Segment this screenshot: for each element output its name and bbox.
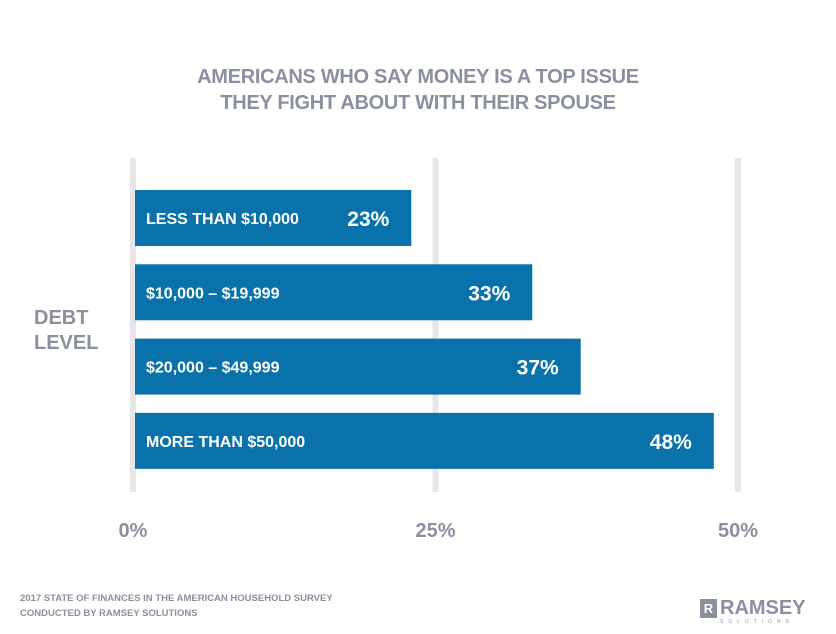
y-axis-label-line-2: LEVEL <box>34 332 99 354</box>
bar-category-label: MORE THAN $50,000 <box>146 434 305 451</box>
x-tick-label: 50% <box>718 520 758 542</box>
footer-source-line-1: 2017 STATE OF FINANCES IN THE AMERICAN H… <box>20 593 333 604</box>
ramsey-logo: R RAMSEY SOLUTIONS <box>700 597 806 625</box>
bar <box>135 190 412 246</box>
bar-category-label: LESS THAN $10,000 <box>146 211 299 228</box>
chart-title-line-2: THEY FIGHT ABOUT WITH THEIR SPOUSE <box>220 92 616 114</box>
bar-category-label: $20,000 – $49,999 <box>146 360 280 377</box>
bar <box>135 412 714 469</box>
bar <box>135 338 581 395</box>
bar-value-label: 23% <box>347 208 389 231</box>
bar-value-label: 48% <box>650 431 692 454</box>
gridline <box>735 158 741 492</box>
gridline <box>130 158 136 492</box>
footer-source-line-2: CONDUCTED BY RAMSEY SOLUTIONS <box>20 608 198 619</box>
bar-category-label: $10,000 – $19,999 <box>146 285 280 302</box>
y-axis-label-line-1: DEBT <box>34 307 89 329</box>
gridline <box>432 158 439 492</box>
x-tick-label: 25% <box>415 520 455 542</box>
logo-sub: SOLUTIONS <box>720 619 794 625</box>
x-tick-label: 0% <box>119 520 148 542</box>
bar-value-label: 33% <box>468 282 510 305</box>
bar <box>135 264 533 321</box>
logo-mark: R <box>700 599 717 618</box>
logo-word: RAMSEY <box>720 597 806 619</box>
chart-title-line-1: AMERICANS WHO SAY MONEY IS A TOP ISSUE <box>197 66 639 88</box>
bar-value-label: 37% <box>517 357 559 380</box>
